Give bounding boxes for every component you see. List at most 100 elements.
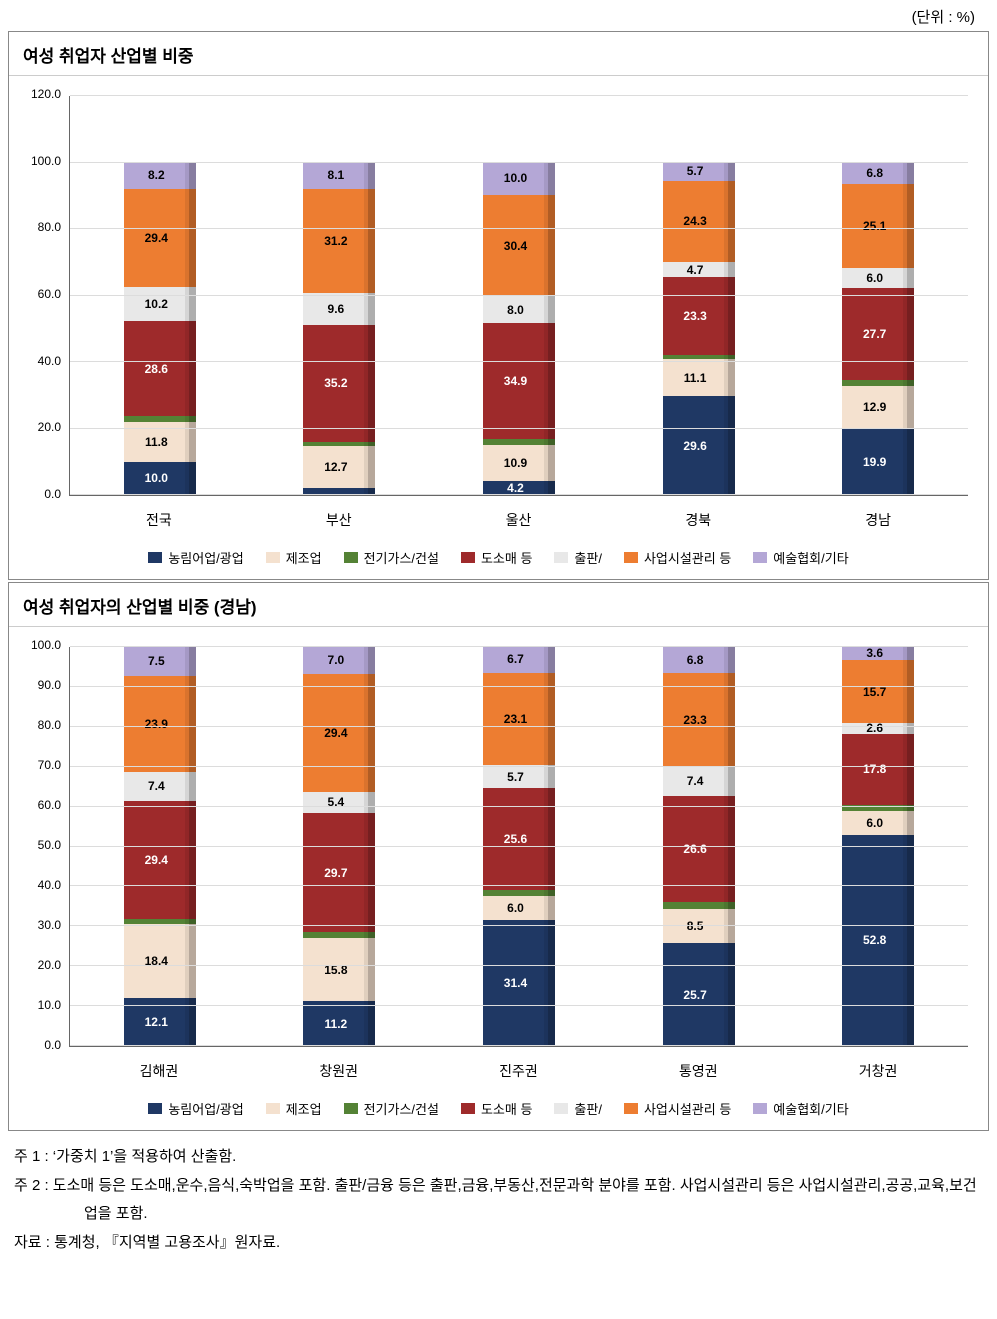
bar-segment-value: 29.4	[145, 853, 168, 867]
legend-swatch	[753, 1103, 767, 1114]
bar-segment-pub_fin: 7.4	[663, 766, 735, 796]
chart2-x-labels: 김해권창원권진주권통영권거창권	[69, 1047, 968, 1081]
y-tick: 0.0	[9, 487, 61, 501]
bar-segment-value: 23.3	[683, 309, 706, 323]
bar-segment-retail: 17.8	[842, 734, 914, 805]
bar-segment-arts: 7.0	[303, 646, 375, 674]
bar-segment-agri: 29.6	[663, 396, 735, 495]
legend-item-util: 전기가스/건설	[344, 548, 439, 567]
gridline	[70, 228, 968, 229]
y-tick: 70.0	[9, 758, 61, 772]
bar-segment-retail: 34.9	[483, 323, 555, 439]
y-tick: 10.0	[9, 998, 61, 1012]
x-category-label: 통영권	[679, 1061, 718, 1081]
bar-segment-arts: 10.0	[483, 162, 555, 195]
bar-segment-pub_fin: 9.6	[303, 293, 375, 325]
bar-segment-value: 12.7	[324, 460, 347, 474]
bar-segment-pub_fin: 5.7	[483, 765, 555, 788]
bar-segment-agri: 19.9	[842, 429, 914, 495]
y-tick: 40.0	[9, 354, 61, 368]
y-tick: 60.0	[9, 798, 61, 812]
bar-segment-biz: 25.1	[842, 184, 914, 268]
legend-label: 사업시설관리 등	[644, 548, 731, 567]
legend-swatch	[148, 552, 162, 563]
bar-segment-value: 10.9	[504, 456, 527, 470]
bar-segment-value: 34.9	[504, 374, 527, 388]
bar-segment-util	[303, 442, 375, 446]
bar-segment-biz: 23.9	[124, 676, 196, 772]
bar-segment-retail: 26.6	[663, 796, 735, 902]
x-category-label: 부산	[326, 510, 352, 530]
bar-segment-util	[124, 416, 196, 422]
bar-segment-value: 8.0	[507, 303, 524, 317]
bar-segment-value: 25.6	[504, 832, 527, 846]
bar-segment-agri: 11.2	[303, 1001, 375, 1046]
x-category-label: 창원권	[319, 1061, 358, 1081]
bar-segment-value: 12.1	[145, 1015, 168, 1029]
bar-segment-retail: 27.7	[842, 288, 914, 380]
bar-segment-value: 2.6	[866, 721, 883, 735]
bar-segment-value: 25.7	[683, 988, 706, 1002]
bar-segment-biz: 31.2	[303, 189, 375, 293]
bar-segment-value: 8.2	[148, 168, 165, 182]
legend-swatch	[344, 552, 358, 563]
gridline	[70, 726, 968, 727]
chart2-plot: 12.118.429.47.423.97.511.215.829.75.429.…	[69, 647, 968, 1047]
bar-segment-value: 30.4	[504, 239, 527, 253]
legend-label: 예술협회/기타	[773, 548, 848, 567]
x-category-label: 울산	[506, 510, 532, 530]
y-tick: 40.0	[9, 878, 61, 892]
bar-segment-util	[663, 902, 735, 909]
bar-segment-util	[124, 919, 196, 924]
legend-item-arts: 예술협회/기타	[753, 548, 848, 567]
bar-stack: 12.735.29.631.28.1	[303, 162, 375, 495]
legend-swatch	[554, 1103, 568, 1114]
bar-segment-value: 24.3	[683, 214, 706, 228]
legend-label: 도소매 등	[481, 548, 532, 567]
chart1-legend: 농림어업/광업제조업전기가스/건설도소매 등출판/사업시설관리 등예술협회/기타	[9, 538, 988, 579]
bar-segment-arts: 6.8	[842, 162, 914, 185]
bar-stack: 4.2 10.9 34.9 8.0 30.4 10.0	[483, 162, 555, 495]
bar-stack: 10.011.828.610.229.48.2	[124, 162, 196, 495]
legend-label: 출판/	[574, 1099, 602, 1118]
gridline	[70, 846, 968, 847]
bar-segment-mfg: 6.0	[483, 896, 555, 920]
gridline	[70, 766, 968, 767]
bar-segment-value: 31.2	[324, 234, 347, 248]
y-tick: 0.0	[9, 1038, 61, 1052]
bar-segment-value: 11.8	[145, 435, 168, 449]
bar-segment-value: 6.7	[507, 652, 524, 666]
bar-segment-biz: 15.7	[842, 660, 914, 723]
bar-segment-value: 10.0	[145, 471, 168, 485]
bar-segment-value: 6.0	[866, 816, 883, 830]
legend-item-agri: 농림어업/광업	[148, 548, 243, 567]
legend-item-pub_fin: 출판/	[554, 548, 602, 567]
bar-column: 10.011.828.610.229.48.2	[115, 162, 205, 495]
gridline	[70, 162, 968, 163]
y-tick: 60.0	[9, 287, 61, 301]
bar-segment-value: 6.8	[866, 166, 883, 180]
legend-label: 제조업	[286, 1099, 322, 1118]
bar-segment-retail: 29.4	[124, 801, 196, 919]
legend-item-biz: 사업시설관리 등	[624, 548, 731, 567]
bar-segment-arts: 8.2	[124, 162, 196, 189]
gridline	[70, 1045, 968, 1046]
bar-segment-value: 6.0	[507, 901, 524, 915]
bar-segment-value: 4.2	[507, 481, 524, 495]
footnote-1: 주 1 : ‘가중치 1’을 적용하여 산출함.	[14, 1143, 983, 1172]
legend-swatch	[461, 1103, 475, 1114]
chart2-title: 여성 취업자의 산업별 비중 (경남)	[9, 583, 988, 627]
bar-segment-pub_fin: 6.0	[842, 268, 914, 288]
bar-segment-pub_fin: 4.7	[663, 262, 735, 278]
bar-segment-value: 9.6	[328, 302, 345, 316]
chart1-plot: 10.011.828.610.229.48.212.735.29.631.28.…	[69, 96, 968, 496]
bar-segment-value: 23.1	[504, 712, 527, 726]
footnote-3: 자료 : 통계청, 『지역별 고용조사』원자료.	[14, 1229, 983, 1258]
bar-segment-arts: 3.6	[842, 646, 914, 660]
bar-segment-value: 3.6	[866, 646, 883, 660]
gridline	[70, 806, 968, 807]
bar-segment-value: 4.7	[687, 263, 704, 277]
bar-segment-util	[663, 355, 735, 359]
chart2-region: 0.010.020.030.040.050.060.070.080.090.01…	[9, 627, 988, 1089]
bar-segment-value: 5.4	[328, 795, 345, 809]
